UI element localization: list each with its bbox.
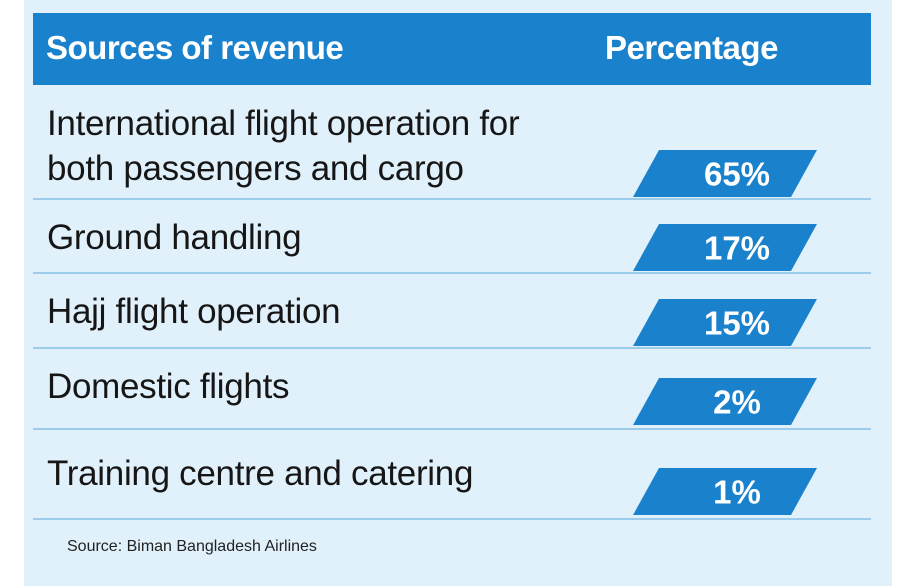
row-divider	[33, 428, 871, 430]
row-label-domestic: Domestic flights	[47, 367, 290, 406]
row-label-hajj: Hajj flight operation	[47, 292, 341, 331]
header-sources-label: Sources of revenue	[46, 29, 344, 66]
row-divider	[33, 198, 871, 200]
row-label-training: Training centre and catering	[47, 454, 474, 493]
row-label-ground-handling: Ground handling	[47, 218, 302, 257]
percentage-badge-bar	[633, 468, 817, 515]
row-label-international-line1: International flight operation for	[47, 104, 520, 143]
percentage-badge-bar	[633, 224, 817, 271]
percentage-value: 15%	[704, 305, 770, 342]
percentage-value: 65%	[704, 156, 770, 193]
percentage-value: 1%	[713, 474, 761, 511]
row-divider	[33, 518, 871, 520]
percentage-badge-bar	[633, 150, 817, 197]
row-divider	[33, 272, 871, 274]
percentage-value: 2%	[713, 384, 761, 421]
table-header: Sources of revenue Percentage	[33, 13, 871, 85]
percentage-badge-bar	[633, 299, 817, 346]
source-note: Source: Biman Bangladesh Airlines	[67, 538, 317, 555]
percentage-badge-bar	[633, 378, 817, 425]
row-label-international-line2: both passengers and cargo	[47, 149, 464, 188]
percentage-value: 17%	[704, 230, 770, 267]
header-percentage-label: Percentage	[605, 29, 778, 66]
row-divider	[33, 347, 871, 349]
